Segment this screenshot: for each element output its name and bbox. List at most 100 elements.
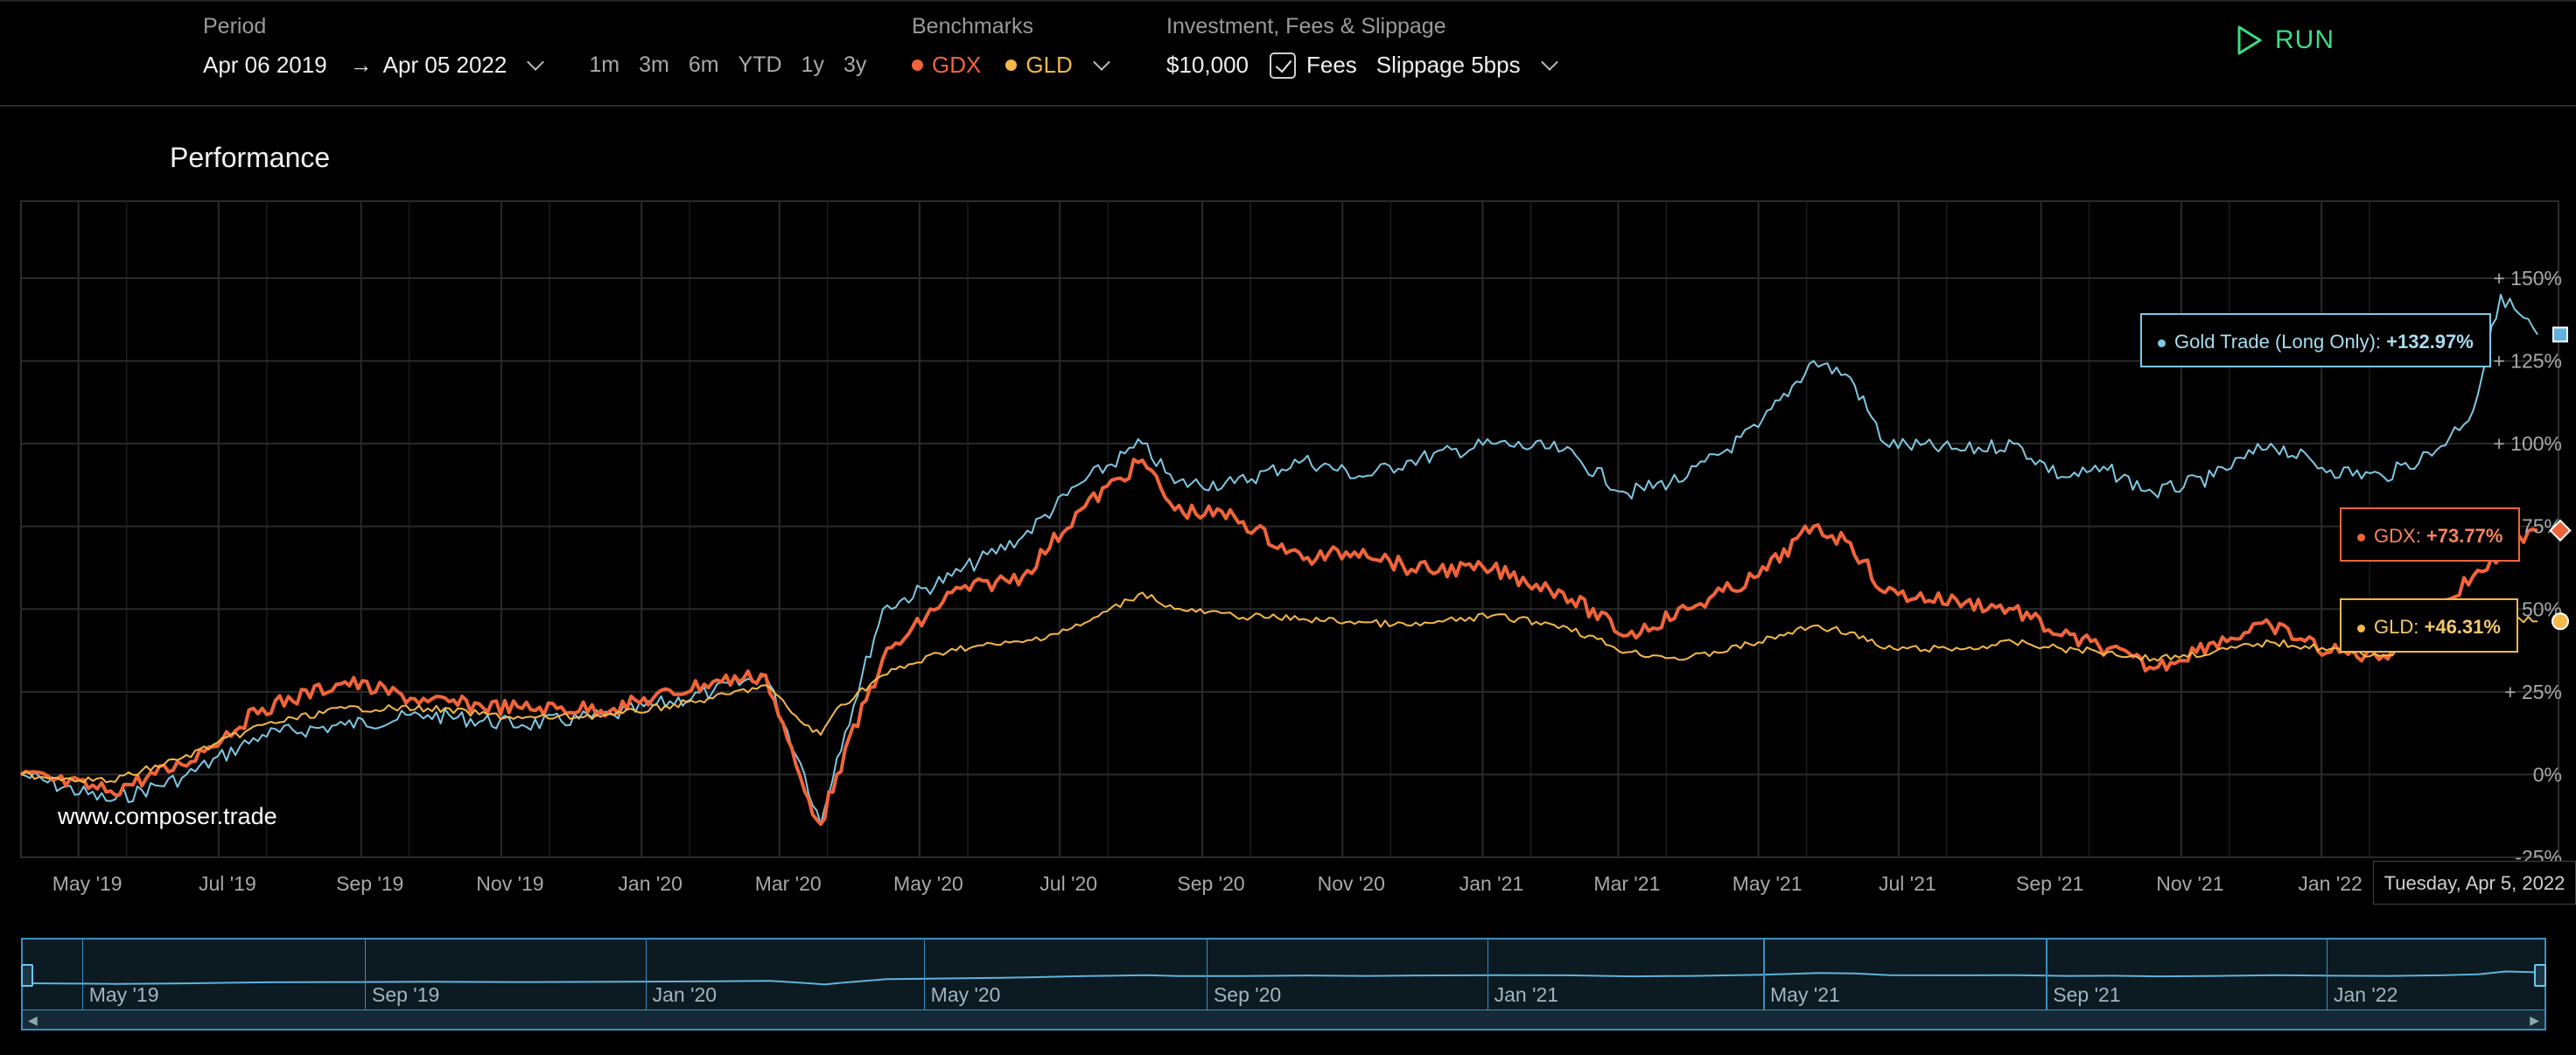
y-tick-label: + 150% [2493, 267, 2562, 290]
y-tick-label: + 125% [2493, 350, 2562, 373]
tooltip-value: +46.31% [2424, 616, 2501, 638]
scroll-left-icon[interactable]: ◀ [28, 1013, 38, 1027]
navigator-grid-line [364, 940, 367, 1010]
arrow-right-icon: → [349, 52, 373, 78]
tooltip-gdx: GDX: +73.77% [2340, 507, 2521, 562]
gld-dot-icon [2357, 624, 2365, 632]
navigator-grid-line [81, 940, 84, 1010]
slippage-select[interactable]: Slippage 5bps [1376, 52, 1521, 78]
series-line-2 [20, 591, 2538, 784]
benchmark-gld[interactable]: GLD [1005, 52, 1073, 79]
gdx-dot-icon [2357, 533, 2365, 541]
tooltip-value: +73.77% [2426, 525, 2503, 547]
benchmark-gld-label: GLD [1026, 52, 1073, 78]
benchmark-gdx[interactable]: GDX [912, 52, 981, 79]
navigator-grid-line [645, 940, 648, 1010]
x-tick-label: Nov '20 [1318, 872, 1385, 895]
x-tick-label: Mar '20 [755, 872, 822, 895]
fees-checkbox[interactable] [1269, 52, 1296, 79]
navigator-tick-label: Jan '20 [652, 983, 718, 1006]
chart-title: Performance [170, 142, 331, 173]
chart-grid [20, 200, 2559, 858]
navigator-tick-label: Sep '20 [1213, 983, 1282, 1006]
period-presets: 1m 3m 6m YTD 1y 3y [589, 52, 866, 78]
benchmark-gdx-label: GDX [932, 52, 982, 78]
x-tick-label: Sep '21 [2016, 872, 2083, 895]
scroll-right-icon[interactable]: ▶ [2530, 1013, 2539, 1027]
period-label: Period [203, 14, 267, 38]
x-tick-label: Nov '19 [476, 872, 543, 895]
preset-1m[interactable]: 1m [589, 52, 620, 77]
tooltip-series-name: GLD [2374, 616, 2414, 638]
x-tick-label: May '19 [52, 872, 122, 895]
tooltip-series-name: GDX [2374, 525, 2416, 547]
series-line-1 [19, 458, 2538, 827]
tooltip-gld: GLD: +46.31% [2340, 598, 2518, 653]
x-tick-label: May '21 [1732, 872, 1802, 895]
series-end-marker [2552, 326, 2568, 343]
x-tick-label: Jul '21 [1879, 872, 1936, 895]
investment-amount[interactable]: $10,000 [1166, 52, 1249, 78]
navigator-tick-label: May '19 [88, 983, 159, 1006]
benchmarks-group: Benchmarks GDX GLD [912, 14, 1110, 79]
run-label: RUN [2275, 25, 2334, 54]
date-tooltip: Tuesday, Apr 5, 2022 [2373, 861, 2576, 905]
series-end-marker [2552, 612, 2569, 631]
navigator-grid-line [1487, 940, 1489, 1010]
navigator-tick-label: Jan '22 [2333, 983, 2398, 1006]
navigator-scrollbar[interactable]: ◀ ▶ [23, 1010, 2544, 1029]
investment-label: Investment, Fees & Slippage [1166, 14, 1446, 38]
x-tick-label: May '20 [893, 872, 963, 895]
gold-trade-dot-icon [2158, 339, 2166, 347]
period-group: Period Apr 06 2019 → Apr 05 2022 1m 3m 6… [203, 14, 866, 79]
y-tick-label: 0% [2533, 763, 2562, 786]
x-tick-label: Mar '21 [1593, 872, 1660, 895]
series-end-marker [2549, 519, 2572, 542]
series-markers [2549, 326, 2572, 631]
benchmarks-label: Benchmarks [912, 14, 1033, 38]
investment-group: Investment, Fees & Slippage $10,000 Fees… [1166, 14, 1558, 79]
gld-dot-icon [1005, 59, 1018, 71]
fees-label: Fees [1306, 52, 1357, 78]
y-tick-label: + 100% [2493, 432, 2562, 455]
navigator-grid-line [2326, 940, 2328, 1010]
x-tick-label: Nov '21 [2156, 872, 2223, 895]
tooltip-series-name: Gold Trade (Long Only) [2174, 331, 2376, 353]
navigator-tick-label: May '21 [1770, 983, 1840, 1006]
gdx-dot-icon [912, 59, 923, 71]
x-tick-label: Sep '19 [336, 872, 403, 895]
x-tick-label: Jul '20 [1040, 872, 1097, 895]
navigator-tick-label: Jan '21 [1494, 983, 1559, 1006]
toolbar: Period Apr 06 2019 → Apr 05 2022 1m 3m 6… [0, 0, 2576, 107]
tooltip-gold-trade: Gold Trade (Long Only): +132.97% [2140, 313, 2491, 367]
period-start-date[interactable]: Apr 06 2019 [203, 52, 327, 78]
watermark: www.composer.trade [58, 803, 277, 829]
x-tick-label: Sep '20 [1177, 872, 1244, 895]
x-axis: May '19 Jul '19 Sep '19 Nov '19 Jan '20 Mar '… [52, 872, 2362, 895]
run-button[interactable]: RUN [2236, 24, 2334, 56]
navigator-grid-line [2046, 940, 2048, 1010]
range-navigator[interactable]: May '19 Sep '19 Jan '20 May '20 Sep '20 Jan '… [21, 938, 2546, 1031]
period-end-date[interactable]: Apr 05 2022 [382, 52, 508, 78]
x-tick-label: Jan '22 [2298, 872, 2362, 895]
series-line-0 [20, 293, 2538, 826]
chart-lines [19, 293, 2538, 827]
preset-3m[interactable]: 3m [639, 52, 669, 77]
y-tick-label: + 25% [2504, 681, 2562, 703]
navigator-grid-line [923, 940, 926, 1010]
navigator-right-handle[interactable] [2534, 964, 2546, 987]
x-tick-label: Jan '21 [1460, 872, 1523, 895]
preset-3y[interactable]: 3y [843, 52, 867, 77]
preset-ytd[interactable]: YTD [738, 52, 782, 77]
navigator-tick-label: May '20 [930, 983, 1001, 1006]
navigator-grid-line [1763, 940, 1765, 1010]
navigator-tick-label: Sep '21 [2053, 983, 2121, 1006]
preset-1y[interactable]: 1y [801, 52, 824, 77]
play-icon [2237, 25, 2262, 55]
preset-6m[interactable]: 6m [688, 52, 719, 77]
navigator-left-handle[interactable] [21, 964, 33, 987]
tooltip-value: +132.97% [2386, 331, 2474, 353]
plot-area [20, 200, 2559, 858]
x-tick-label: Jan '20 [618, 872, 682, 895]
performance-chart[interactable]: May '19 Jul '19 Sep '19 Nov '19 Jan '20 Mar '… [0, 0, 2576, 927]
